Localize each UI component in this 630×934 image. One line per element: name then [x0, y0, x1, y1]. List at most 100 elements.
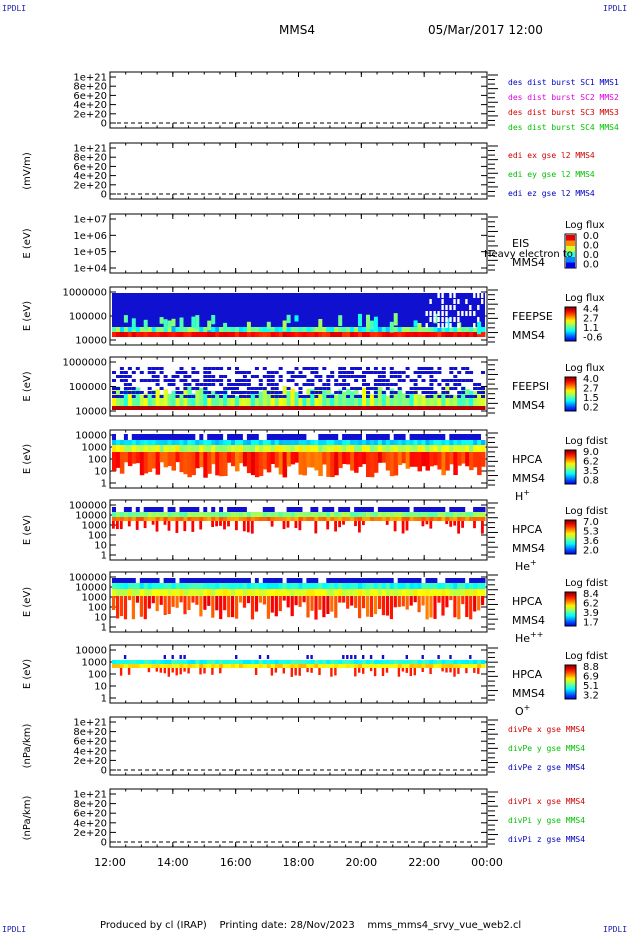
spectro-cell: [171, 327, 176, 332]
spectro-cell: [326, 445, 331, 452]
spectro-cell: [338, 660, 343, 664]
spectro-cell: [354, 512, 359, 517]
spectro-cell: [127, 589, 133, 596]
spectro-cell: [239, 512, 244, 517]
spectro-cell: [155, 578, 161, 583]
spectro-cell: [199, 589, 204, 596]
spectro-cell: [290, 583, 296, 589]
spectro-cell: [163, 434, 169, 440]
spectro-cell: [481, 583, 486, 589]
spectro-cell: [397, 589, 403, 596]
spectro-cell: [401, 512, 407, 517]
spectro-cell: [350, 327, 355, 332]
spectro-cell: [350, 445, 355, 452]
spectro-cell: [278, 589, 284, 596]
spectro-cell: [389, 321, 394, 333]
spectro-cell: [366, 512, 371, 517]
spectro-cell: [239, 596, 243, 603]
colorbar-tick-label: 8.8: [583, 662, 599, 673]
spectro-cell: [449, 387, 454, 390]
spectro-cell: [242, 440, 248, 445]
spectro-cell: [143, 319, 148, 329]
spectro-cell: [203, 440, 208, 445]
spectro-cell: [393, 507, 399, 512]
spectro-cell: [469, 507, 474, 512]
spectro-cell: [207, 434, 212, 440]
footer-produced: Produced by cl (IRAP): [100, 920, 207, 931]
spectro-cell: [183, 445, 188, 452]
spectro-cell: [453, 293, 456, 298]
spectro-cell: [112, 452, 117, 472]
spectro-cell: [481, 299, 484, 304]
spectro-cell: [231, 660, 236, 664]
spectro-cell: [310, 389, 315, 406]
spectro-cell: [338, 375, 343, 378]
spectro-cell: [377, 664, 383, 668]
spectro-cell: [310, 371, 315, 374]
spectro-cell: [183, 578, 188, 583]
spectro-cell: [235, 660, 240, 664]
spectro-cell: [191, 434, 196, 440]
spectro-cell: [322, 596, 326, 618]
spectro-cell: [242, 589, 248, 596]
spectro-cell: [326, 375, 331, 378]
spectro-cell: [445, 578, 450, 583]
spectro-cell: [278, 583, 284, 589]
spectro-cell: [258, 512, 264, 517]
spectro-cell: [433, 517, 438, 521]
spectro-cell: [453, 596, 457, 618]
spectro-cell: [366, 445, 371, 452]
spectro-cell: [377, 406, 383, 410]
spectro-cell: [123, 383, 128, 386]
colorbar-tick-label: 0.2: [583, 403, 599, 414]
spectro-cell: [167, 668, 170, 677]
spectro-cell: [389, 332, 395, 337]
spectro-cell: [366, 578, 371, 583]
legend-label: divPe z gse MMS4: [508, 763, 585, 772]
y-tick-label: 8e+20: [73, 153, 107, 164]
spectro-cell: [326, 583, 331, 589]
spectro-cell: [159, 440, 165, 445]
spectro-cell: [274, 512, 280, 517]
spectro-cell: [338, 434, 343, 440]
spectro-cell: [354, 578, 359, 583]
spectro-cell: [211, 315, 216, 325]
spectro-cell: [219, 512, 224, 517]
spectro-cell: [159, 512, 165, 517]
spectro-cell: [354, 517, 359, 521]
spectro-cell: [377, 660, 383, 664]
spectro-cell: [239, 332, 244, 337]
spectro-cell: [143, 507, 149, 512]
spectro-cell: [179, 317, 184, 328]
spectro-cell: [473, 668, 476, 673]
spectro-cell: [151, 375, 156, 378]
spectro-cell: [298, 596, 302, 607]
spectro-cell: [473, 507, 478, 512]
spectro-cell: [139, 379, 144, 382]
spectro-cell: [211, 383, 216, 386]
spectro-cell: [199, 521, 203, 530]
y-tick-label: 10000: [75, 646, 107, 657]
spectro-cell: [566, 251, 575, 257]
colorbar-tick-label: 7.0: [583, 517, 599, 528]
spectro-cell: [207, 367, 212, 370]
spectro-cell: [239, 452, 244, 464]
spectro-cell: [254, 668, 258, 675]
spectro-cell: [143, 589, 149, 596]
spectro-cell: [116, 406, 121, 410]
spectro-cell: [290, 327, 296, 332]
spectro-cell: [223, 389, 228, 406]
colorbar-tick-label: 0.0: [583, 231, 599, 242]
spectro-cell: [437, 317, 440, 322]
spectro-cell: [449, 394, 454, 406]
spectro-cell: [294, 452, 299, 463]
spectro-cell: [175, 589, 180, 596]
spectro-cell: [219, 406, 224, 410]
spacecraft-label: MMS4: [512, 687, 545, 700]
spectro-cell: [413, 589, 419, 596]
spectro-cell: [274, 371, 279, 374]
spectro-cell: [437, 578, 442, 583]
spectro-cell: [254, 375, 259, 378]
spectro-cell: [373, 517, 379, 521]
spectro-cell: [385, 660, 391, 664]
